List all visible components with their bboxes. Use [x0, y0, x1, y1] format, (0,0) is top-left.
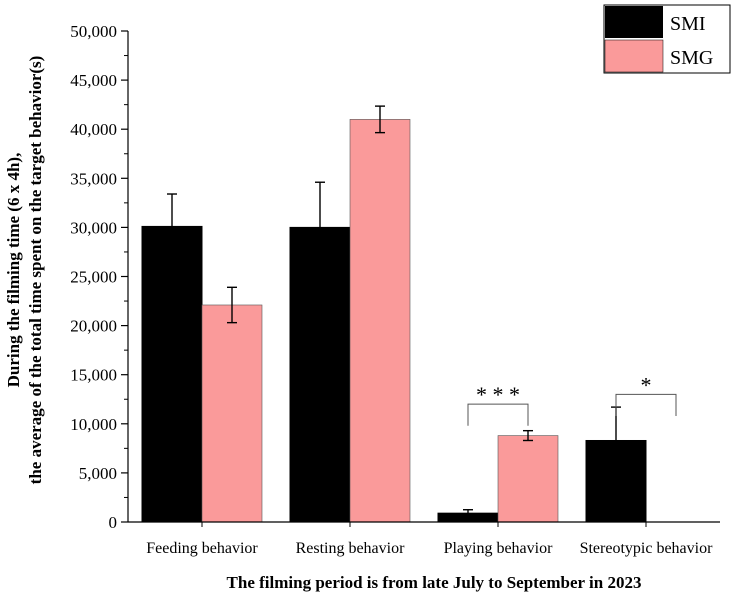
bar-smg-playing-behavior	[497, 435, 559, 523]
significance-label: *	[641, 372, 652, 397]
y-tick-label: 45,000	[70, 71, 117, 90]
significance-annotations: * * * *	[467, 372, 677, 426]
y-tick-label: 20,000	[70, 317, 117, 336]
legend-swatch-smg	[604, 39, 664, 73]
significance-label: * * *	[476, 382, 520, 407]
significance-bracket-stereotypic-behavior	[615, 393, 677, 416]
y-axis-title-line1: During the filming time (6 x 4h),	[4, 153, 23, 388]
bars	[141, 119, 647, 523]
y-tick-label: 15,000	[70, 366, 117, 385]
legend-swatch-smi	[605, 6, 663, 38]
significance-bracket-playing-behavior	[467, 403, 529, 426]
y-tick-label: 25,000	[70, 268, 117, 287]
bar-smg-resting-behavior	[349, 119, 411, 523]
error-bars	[167, 105, 621, 518]
legend-label-smg: SMG	[670, 47, 713, 69]
x-tick-label-playing-behavior: Playing behavior	[444, 540, 554, 557]
bar-smg-feeding-behavior	[201, 304, 263, 523]
x-axis-category-labels: Feeding behavior Resting behavior Playing …	[146, 522, 713, 557]
x-tick-label-resting-behavior: Resting behavior	[296, 540, 406, 557]
bar-smi-feeding-behavior	[141, 225, 203, 523]
y-tick-label: 10,000	[70, 415, 117, 434]
x-tick-label-stereotypic-behavior: Stereotypic behavior	[580, 540, 714, 557]
y-tick-label: 0	[109, 513, 118, 532]
y-tick-label: 50,000	[70, 22, 117, 41]
x-tick-label-feeding-behavior: Feeding behavior	[146, 540, 258, 557]
x-axis-title: The filming period is from late July to …	[227, 573, 642, 592]
y-tick-label: 30,000	[70, 218, 117, 237]
y-axis-ticks: 0 5,000 10,000 15,000 20,000 25,000 30,000 35,0…	[70, 22, 128, 532]
y-axis-title-line2: the average of the total time spent on t…	[26, 56, 45, 485]
y-tick-label: 40,000	[70, 120, 117, 139]
y-tick-label: 35,000	[70, 169, 117, 188]
legend-label-smi: SMI	[670, 13, 706, 35]
y-tick-label: 5,000	[79, 464, 117, 483]
legend: SMI SMG	[603, 4, 731, 74]
